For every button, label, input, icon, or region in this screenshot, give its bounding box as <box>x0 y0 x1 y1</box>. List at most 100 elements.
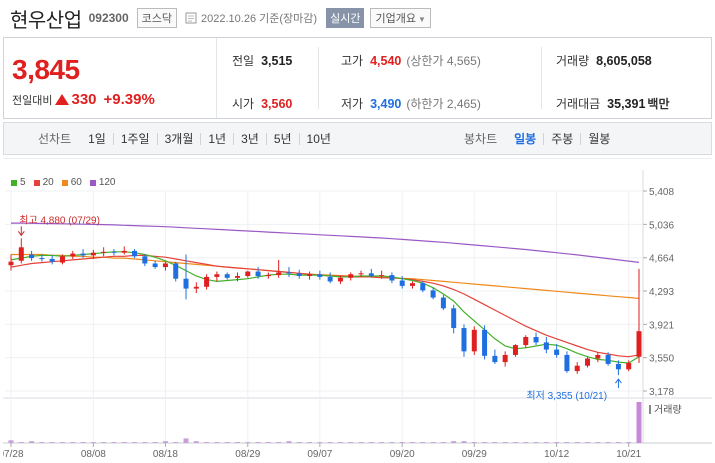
line-option-1d[interactable]: 1일 <box>88 131 106 146</box>
trade-amount: 거래대금 35,391 백만 <box>556 95 670 112</box>
candle-body <box>49 258 55 262</box>
y-tick-label: 3,178 <box>649 387 674 398</box>
stock-name: 현우산업 <box>10 9 82 32</box>
volume-bar <box>533 442 539 443</box>
legend-ma60: 60 <box>61 177 82 188</box>
candle-body <box>111 251 117 253</box>
x-tick-label: 09/20 <box>390 449 415 460</box>
volume-bar <box>142 442 148 443</box>
volume-bar <box>492 442 498 443</box>
x-tick-label: 08/08 <box>81 449 106 460</box>
candle-body <box>152 263 158 268</box>
volume-bar <box>502 442 508 443</box>
high-value: 4,540 <box>370 54 402 68</box>
volume-bar <box>90 442 96 443</box>
prev-close-value: 3,515 <box>261 54 293 68</box>
volume-bar <box>543 442 549 443</box>
divider <box>541 47 542 109</box>
volume-bar <box>296 442 302 443</box>
candle-option-weekly[interactable]: 주봉 <box>543 132 580 145</box>
candle-chart-title: 봉차트 <box>464 132 498 146</box>
volume-bar <box>59 442 65 443</box>
volume-bar <box>410 442 416 443</box>
volume-bar <box>111 442 117 443</box>
amount-value: 35,391 <box>607 97 646 111</box>
lower-limit: (하한가 2,465) <box>406 97 481 111</box>
chart-canvas[interactable]: 5,408 5,036 4,664 4,293 3,921 3,550 3,178 07/28… <box>0 157 712 463</box>
realtime-button[interactable]: 실시간 <box>326 8 365 28</box>
low-value: 3,490 <box>370 97 402 111</box>
line-option-1y[interactable]: 1년 <box>200 132 233 145</box>
up-arrow-icon <box>55 94 70 105</box>
y-tick-label: 3,921 <box>649 320 674 331</box>
candle-body <box>636 331 642 357</box>
volume-bar <box>70 442 76 443</box>
candle-body <box>451 308 457 329</box>
stock-code: 092300 <box>88 11 129 25</box>
volume-bar <box>358 442 364 443</box>
divider <box>318 47 319 109</box>
volume-label: 거래량 <box>654 404 682 416</box>
volume-bar <box>482 442 488 443</box>
volume-bar <box>337 442 343 443</box>
low-price: 저가 3,490 (하한가 2,465) <box>341 95 481 112</box>
line-option-10y[interactable]: 10년 <box>298 132 338 145</box>
y-tick-label: 5,036 <box>649 220 674 231</box>
amount-label: 거래대금 <box>556 97 601 111</box>
candle-body <box>162 263 168 268</box>
volume-bar <box>523 442 529 443</box>
line-option-5y[interactable]: 5년 <box>265 132 299 145</box>
company-info-dropdown[interactable]: 기업개요 ▼ <box>370 8 431 28</box>
line-option-3m[interactable]: 3개월 <box>156 132 201 145</box>
volume-bar <box>595 442 601 443</box>
candle-body <box>564 354 570 372</box>
candle-body <box>255 271 261 277</box>
y-tick-label: 3,550 <box>649 354 674 365</box>
candle-body <box>286 272 292 274</box>
line-option-3y[interactable]: 3년 <box>233 132 266 145</box>
volume-bar <box>605 442 611 443</box>
line-option-1w[interactable]: 1주일 <box>112 132 157 145</box>
candle-body <box>574 365 580 372</box>
candle-body <box>8 261 14 266</box>
volume-bar <box>183 438 189 443</box>
volume-bar <box>461 441 467 443</box>
volume-bar <box>430 442 436 443</box>
candle-body <box>533 337 539 343</box>
stock-chart[interactable]: 5 20 60 120 5,408 5,036 4,664 4,293 3,921 3,5… <box>0 157 712 463</box>
candle-body <box>348 274 354 278</box>
x-tick-label: 09/07 <box>307 449 332 460</box>
candle-body <box>605 354 611 364</box>
volume-bar <box>451 441 457 443</box>
candle-body <box>502 354 508 363</box>
volume-bar <box>276 442 282 443</box>
legend-ma120: 120 <box>89 177 116 188</box>
volume-bar <box>8 440 14 443</box>
candle-option-monthly[interactable]: 월봉 <box>580 132 617 145</box>
candle-body <box>214 274 220 277</box>
candle-body <box>183 278 189 289</box>
volume-bar <box>255 442 261 443</box>
volume-bar <box>471 442 477 443</box>
volume-bar <box>234 442 240 443</box>
candle-body <box>265 275 271 277</box>
volume-bar <box>80 442 86 443</box>
candle-option-daily[interactable]: 일봉 <box>514 131 537 146</box>
volume-bar <box>204 442 210 443</box>
candle-body <box>595 354 601 359</box>
candle-body <box>101 251 107 253</box>
high-annotation: 최고 4,880 (07/29) <box>19 214 100 226</box>
candle-body <box>296 273 302 277</box>
legend-label: 120 <box>98 177 116 188</box>
open-price: 시가 3,560 <box>232 95 292 112</box>
volume-bar <box>626 442 632 443</box>
candle-body <box>379 275 385 277</box>
candle-body <box>399 280 405 286</box>
volume-bar <box>368 442 374 443</box>
candle-body <box>317 274 323 277</box>
price-summary: 3,845 전일대비 330 +9.39% 전일 3,515 고가 4,540 … <box>3 37 712 119</box>
prev-close-label: 전일 <box>232 54 255 68</box>
candle-body <box>204 276 210 287</box>
chart-toolbar: 선차트 1일 1주일 3개월 1년 3년 5년 10년 봉차트 일봉 주봉 월봉 <box>3 122 712 155</box>
volume-bar <box>18 442 24 443</box>
